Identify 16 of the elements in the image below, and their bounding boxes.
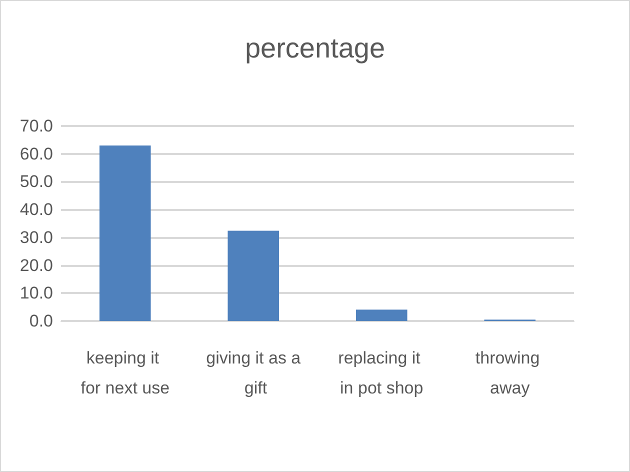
chart-title: percentage [244, 32, 386, 64]
y-tick-label: 70.0 [20, 116, 53, 136]
bar [228, 230, 280, 321]
y-tick-label: 20.0 [20, 256, 53, 275]
y-tick-label: 0.0 [29, 312, 53, 330]
y-tick-label: 10.0 [20, 284, 53, 303]
bar [356, 310, 408, 321]
y-tick-label: 30.0 [20, 228, 53, 247]
x-tick-label: giving it as a gift [206, 348, 302, 398]
x-tick-label: throwing away [475, 348, 544, 398]
y-tick-label: 50.0 [20, 172, 53, 192]
bar [99, 146, 151, 321]
x-tick-label: replacing it in pot shop [338, 348, 426, 398]
y-tick-label: 60.0 [20, 144, 53, 164]
x-tick-label: keeping it for next use [80, 348, 170, 398]
y-tick-label: 40.0 [20, 200, 53, 220]
